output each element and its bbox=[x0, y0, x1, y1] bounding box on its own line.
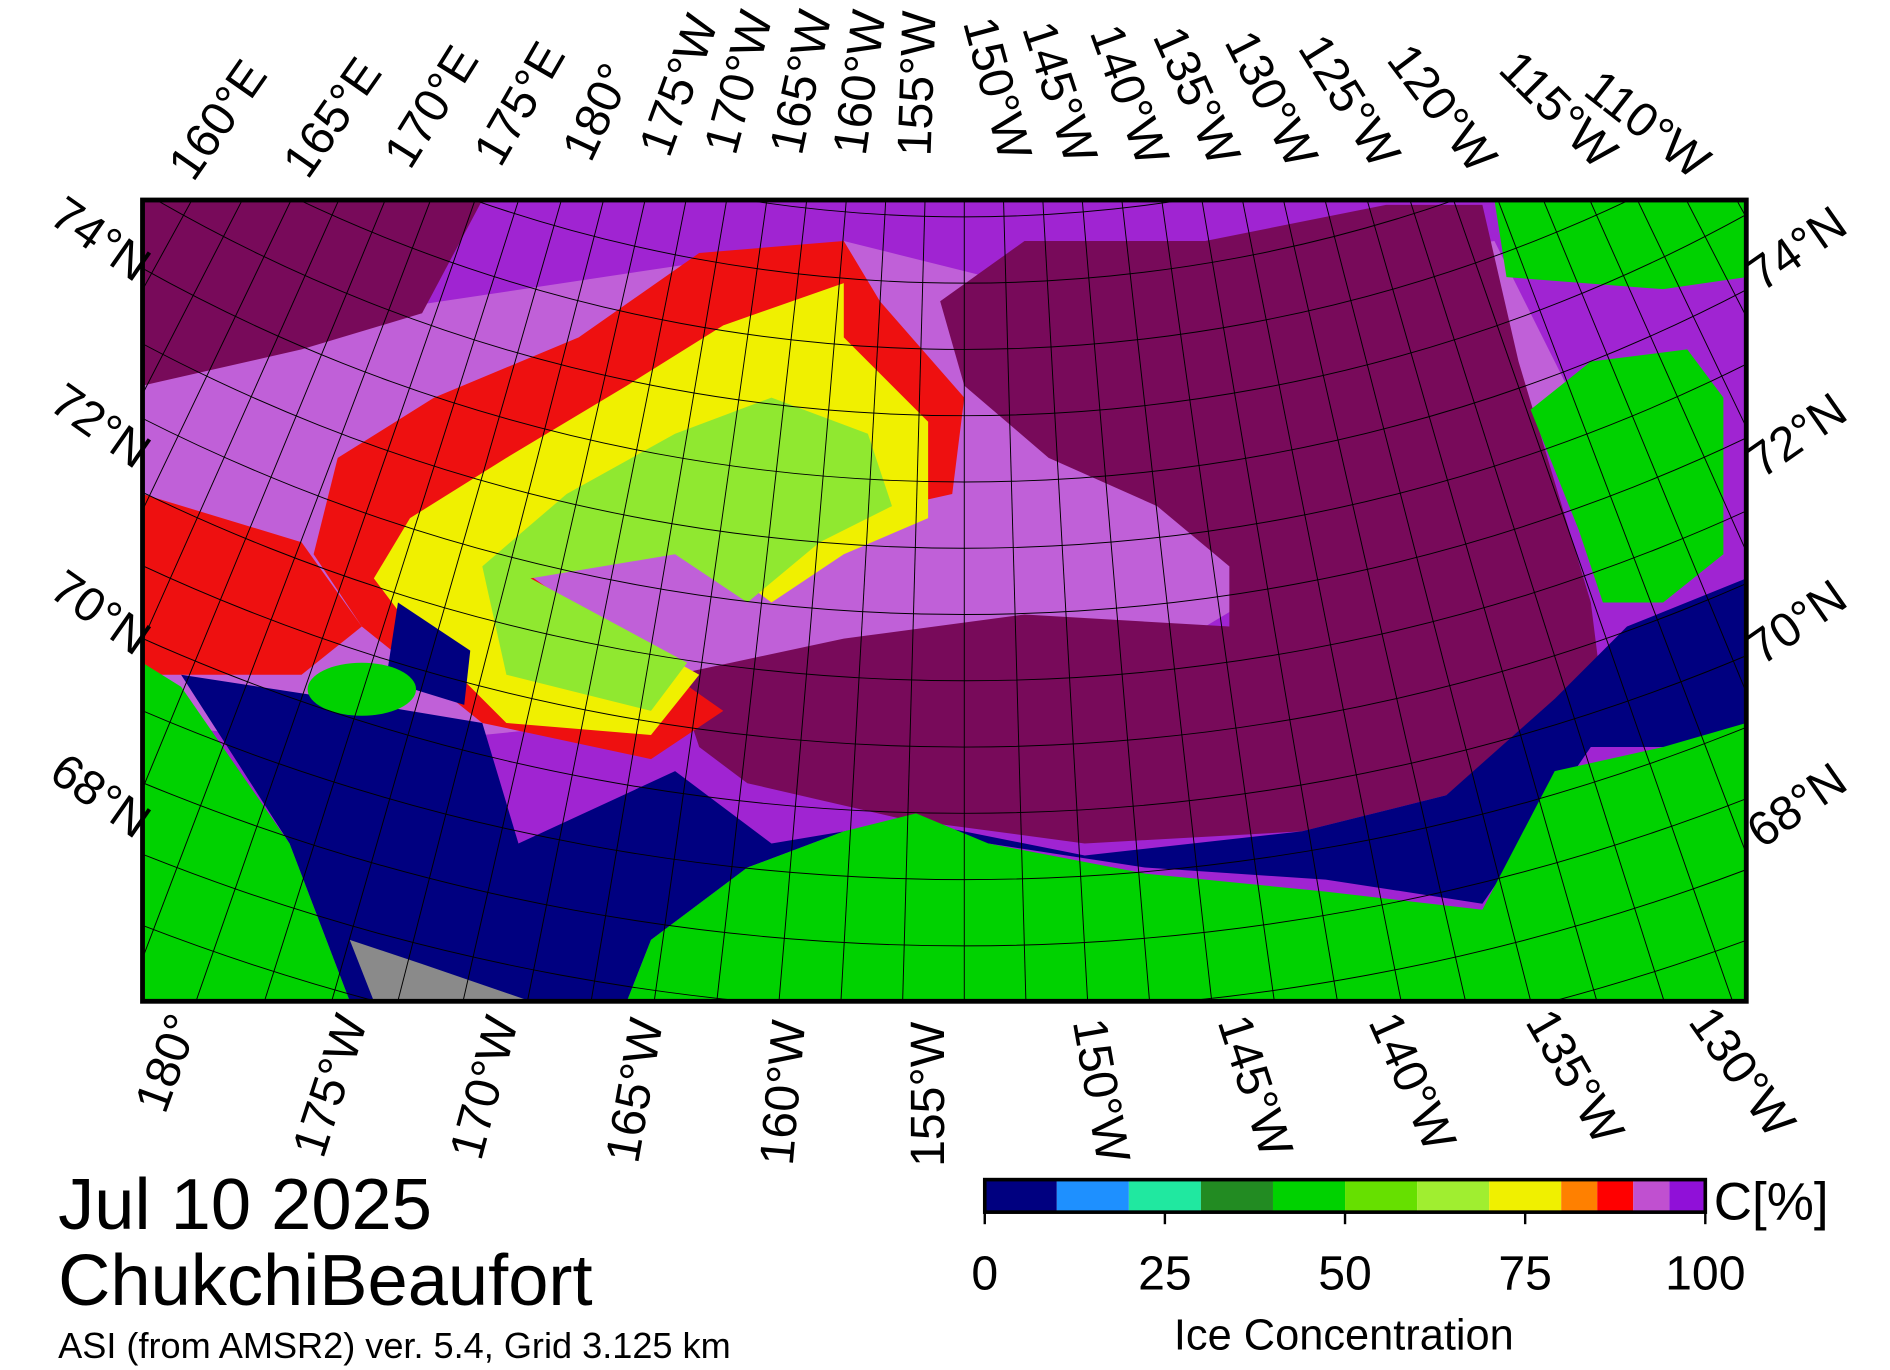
lon-label-bottom: 170°W bbox=[439, 1010, 529, 1165]
lon-label-top: 170°E bbox=[374, 37, 490, 177]
lon-line bbox=[1589, 200, 1747, 553]
colorbar-bin bbox=[984, 1179, 1057, 1213]
land-islands-ne bbox=[1494, 200, 1747, 290]
lon-label-top: 160°E bbox=[158, 51, 278, 190]
lon-line bbox=[1081, 200, 1151, 1002]
lat-label-right: 70°N bbox=[1737, 569, 1856, 675]
map-frame bbox=[140, 197, 1749, 1004]
lon-line bbox=[1241, 200, 1402, 1002]
lon-line bbox=[1201, 200, 1338, 1002]
colorbar-bin bbox=[1597, 1179, 1634, 1213]
lat-label-right: 68°N bbox=[1737, 752, 1856, 858]
colorbar-tick-label: 25 bbox=[1138, 1246, 1192, 1300]
lon-label-bottom: 180° bbox=[125, 1007, 210, 1119]
land-chukotka bbox=[142, 662, 350, 1002]
lon-label-bottom: 155°W bbox=[901, 1021, 955, 1167]
lat-label-right: 74°N bbox=[1737, 196, 1856, 302]
colorbar-title: Ice Concentration bbox=[1174, 1312, 1514, 1360]
lon-line bbox=[1636, 200, 1747, 429]
lon-label-bottom: 135°W bbox=[1515, 1000, 1635, 1153]
lon-label-bottom: 160°W bbox=[750, 1018, 816, 1168]
lon-line bbox=[653, 200, 768, 1002]
ice-full bbox=[675, 204, 1603, 844]
lon-label-top: 120°W bbox=[1377, 34, 1508, 183]
open-water bbox=[181, 578, 1747, 1002]
lon-line bbox=[716, 200, 808, 1002]
colorbar-tick-label: 75 bbox=[1498, 1246, 1552, 1300]
lon-line bbox=[397, 200, 605, 1002]
lon-line bbox=[462, 200, 646, 1002]
map-area bbox=[0, 0, 1890, 1002]
lon-label-bottom: 145°W bbox=[1207, 1008, 1303, 1163]
colorbar-unit: C[%] bbox=[1714, 1172, 1829, 1231]
lon-line bbox=[0, 0, 74, 733]
lon-label-top: 165°E bbox=[272, 48, 392, 187]
colorbar-bin bbox=[1417, 1179, 1490, 1213]
lon-label-bottom: 140°W bbox=[1358, 1004, 1467, 1159]
lon-line bbox=[840, 200, 887, 1002]
lon-line bbox=[1282, 200, 1467, 1002]
lon-line bbox=[1324, 200, 1532, 1002]
lon-label-bottom: 150°W bbox=[1062, 1014, 1140, 1167]
lon-label-bottom: 165°W bbox=[595, 1014, 673, 1167]
colorbar-bin bbox=[1489, 1179, 1562, 1213]
ice-full-nw bbox=[142, 200, 483, 386]
source-note: ASI (from AMSR2) ver. 5.4, Grid 3.125 km bbox=[58, 1325, 731, 1366]
colorbar-tick-label: 100 bbox=[1665, 1246, 1745, 1300]
lon-line bbox=[142, 200, 386, 791]
lon-line bbox=[195, 200, 476, 1002]
lon-line bbox=[526, 200, 687, 1002]
lon-line bbox=[1825, 0, 1890, 778]
lon-line bbox=[1409, 200, 1665, 1002]
lon-line bbox=[1542, 200, 1747, 694]
lon-line bbox=[142, 200, 432, 960]
land-wrangel bbox=[307, 662, 417, 716]
lon-label-top: 175°E bbox=[463, 33, 576, 174]
no-data bbox=[349, 939, 531, 1002]
lon-line bbox=[331, 200, 562, 1002]
colorbar-bin bbox=[1200, 1179, 1273, 1213]
lon-line bbox=[778, 200, 847, 1002]
ice-red-left bbox=[142, 494, 362, 675]
lon-line bbox=[1497, 200, 1747, 856]
lon-line bbox=[1453, 200, 1734, 1002]
lon-line bbox=[1003, 200, 1027, 1002]
colorbar-bin bbox=[1272, 1179, 1346, 1213]
ice-green bbox=[482, 397, 892, 711]
lat-label-right: 72°N bbox=[1737, 383, 1856, 489]
date-title: Jul 10 2025 bbox=[58, 1165, 432, 1245]
lon-line bbox=[1161, 200, 1275, 1002]
lon-line bbox=[902, 200, 926, 1002]
colorbar-bin bbox=[1633, 1179, 1670, 1213]
colorbar-bin bbox=[1669, 1179, 1706, 1213]
colorbar-bin bbox=[1128, 1179, 1201, 1213]
colorbar-bin bbox=[1056, 1179, 1129, 1213]
lon-line bbox=[263, 200, 520, 1002]
lon-line bbox=[142, 200, 292, 512]
lon-line bbox=[1366, 200, 1598, 1002]
land-alaska bbox=[626, 722, 1747, 1002]
region-title: ChukchiBeaufort bbox=[58, 1241, 592, 1321]
lon-line bbox=[1121, 200, 1213, 1002]
lon-label-bottom: 130°W bbox=[1678, 997, 1806, 1147]
lon-label-top: 155°W bbox=[888, 10, 947, 157]
lon-line bbox=[590, 200, 728, 1002]
colorbar-tick-label: 0 bbox=[971, 1246, 998, 1300]
lon-label-bottom: 175°W bbox=[282, 1008, 378, 1163]
graticule bbox=[0, 0, 1890, 1002]
colorbar-bin bbox=[1345, 1179, 1418, 1213]
colorbar-tick-label: 50 bbox=[1318, 1246, 1372, 1300]
lon-line bbox=[1042, 200, 1089, 1002]
colorbar-bin bbox=[1561, 1179, 1598, 1213]
lon-line bbox=[142, 200, 340, 642]
